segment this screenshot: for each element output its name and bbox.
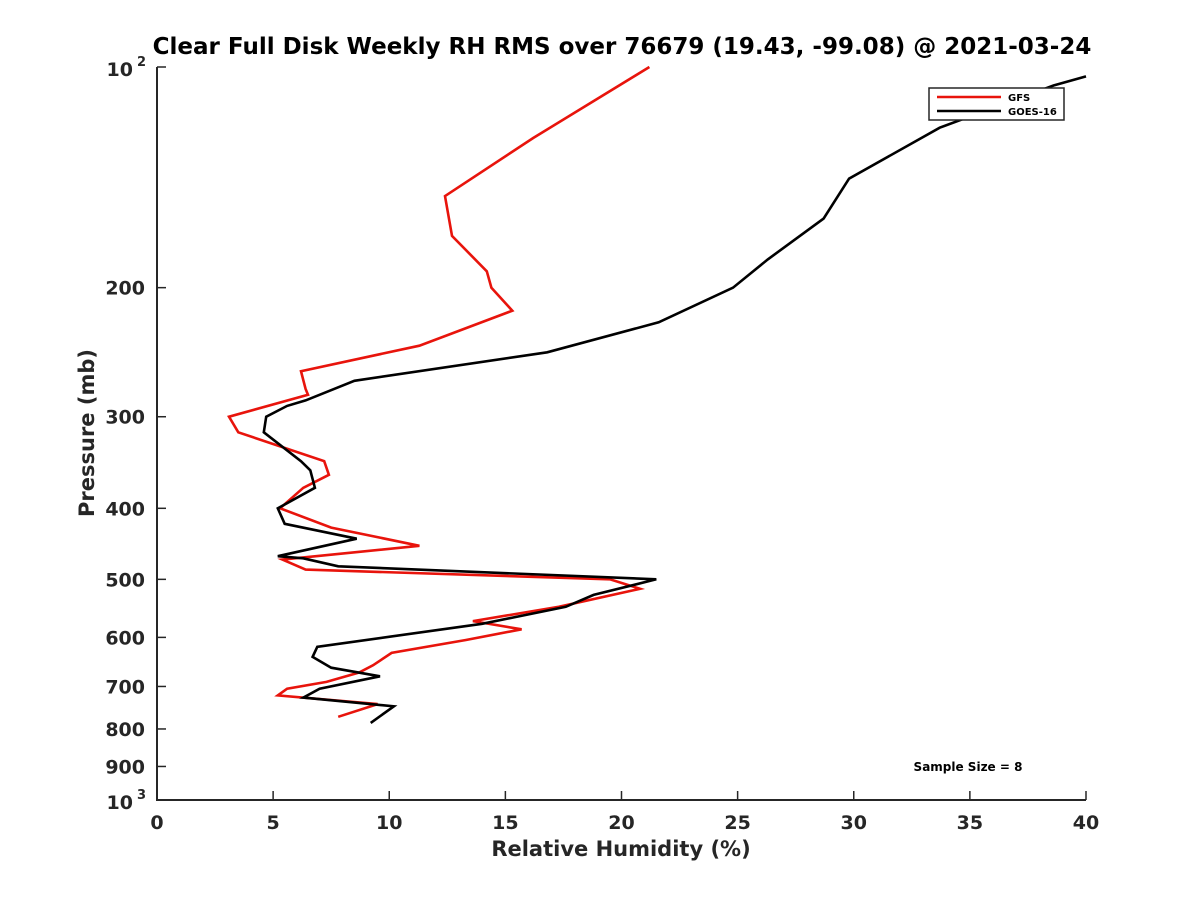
x-tick-label: 10	[376, 812, 402, 834]
y-tick-exponent: 2	[137, 55, 146, 70]
y-axis-label: Pressure (mb)	[75, 349, 99, 517]
x-tick-label: 30	[841, 812, 867, 834]
plot-area: 0 5 10 15 20 25 30 35 40 10 2 200 300 400 500 600 700 800…	[105, 55, 1099, 834]
axis-ticks: 0 5 10 15 20 25 30 35 40 10 2 200 300 400 500 600 700 800…	[105, 55, 1099, 834]
x-tick-label: 5	[267, 812, 280, 834]
y-tick-label: 10	[107, 59, 133, 81]
legend-label: GFS	[1008, 93, 1030, 104]
y-tick-label: 600	[105, 627, 145, 649]
y-tick-label: 500	[105, 569, 145, 591]
x-tick-label: 35	[957, 812, 983, 834]
x-tick-label: 15	[492, 812, 518, 834]
series-layer	[227, 65, 1087, 724]
y-tick-label: 200	[105, 278, 145, 300]
y-tick-label: 700	[105, 676, 145, 698]
y-tick-label: 10	[107, 792, 133, 814]
series-line-goes-16	[262, 75, 1087, 724]
x-tick-label: 0	[150, 812, 163, 834]
x-tick-label: 40	[1073, 812, 1099, 834]
y-tick-label: 300	[105, 407, 145, 429]
y-tick-label: 400	[105, 498, 145, 520]
sample-size-note: Sample Size = 8	[914, 760, 1023, 774]
x-axis-label: Relative Humidity (%)	[491, 837, 750, 861]
legend: GFS GOES-16	[928, 87, 1065, 121]
x-tick-label: 25	[724, 812, 750, 834]
y-tick-label: 900	[105, 756, 145, 778]
series-line-gfs	[227, 65, 651, 719]
legend-label: GOES-16	[1008, 107, 1057, 118]
x-tick-label: 20	[608, 812, 634, 834]
chart-title: Clear Full Disk Weekly RH RMS over 76679…	[153, 34, 1092, 60]
y-tick-label: 800	[105, 719, 145, 741]
legend-box	[928, 87, 1065, 121]
y-tick-exponent: 3	[137, 788, 146, 803]
